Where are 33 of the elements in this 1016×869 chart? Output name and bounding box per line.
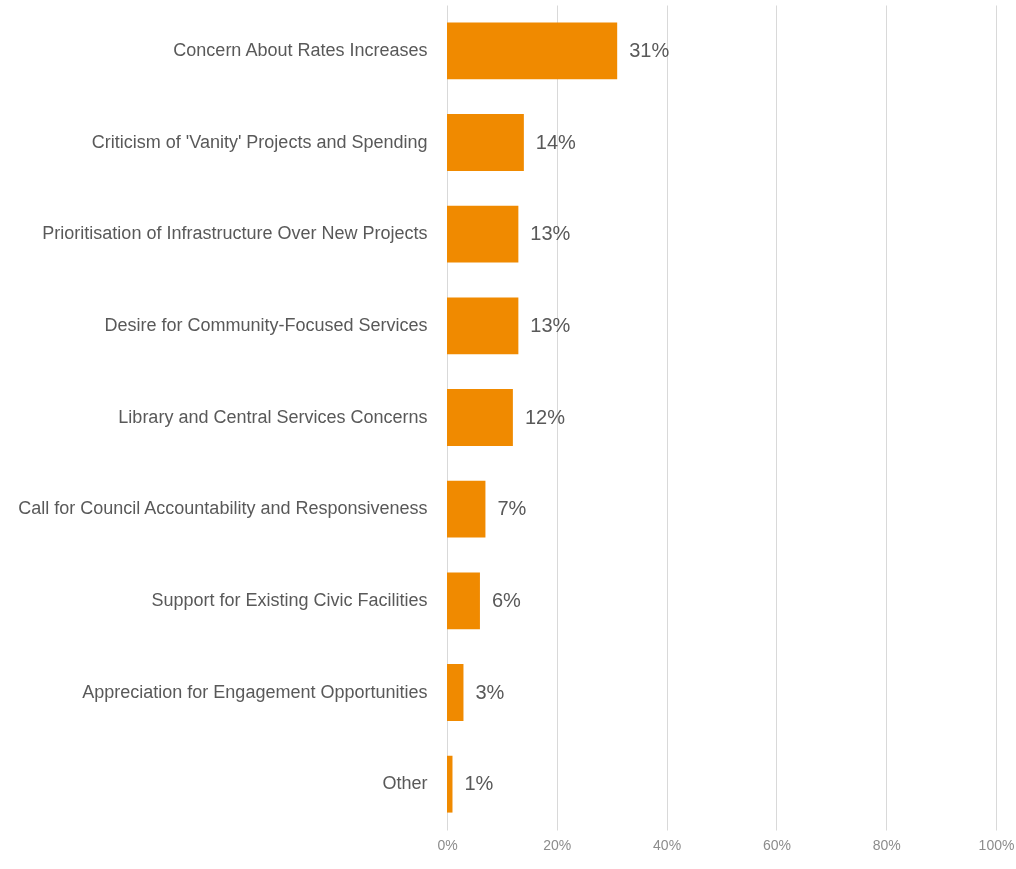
data-label: 13% xyxy=(530,313,571,336)
bar xyxy=(447,297,519,355)
y-tick-label: Library and Central Services Concerns xyxy=(118,406,428,427)
data-label: 13% xyxy=(530,222,571,245)
x-tick-label: 20% xyxy=(543,836,572,853)
x-tick-label: 40% xyxy=(653,836,682,853)
data-label: 7% xyxy=(497,497,527,520)
y-tick-label: Prioritisation of Infrastructure Over New Projects xyxy=(42,223,428,244)
bar xyxy=(447,480,486,538)
x-tick-label: 80% xyxy=(872,836,901,853)
data-label: 6% xyxy=(491,588,522,611)
bar xyxy=(447,114,524,171)
bar xyxy=(447,664,464,721)
bar xyxy=(447,755,453,813)
data-label: 12% xyxy=(524,405,566,428)
data-label: 14% xyxy=(535,130,577,153)
bar xyxy=(447,205,519,263)
x-tick-label: 60% xyxy=(762,836,791,853)
data-label: 1% xyxy=(464,772,494,795)
bar xyxy=(447,389,513,446)
y-tick-label: Criticism of 'Vanity' Projects and Spending xyxy=(91,131,428,152)
x-tick-label: 100% xyxy=(978,836,1015,853)
y-tick-label: Desire for Community-Focused Services xyxy=(104,314,428,335)
y-tick-label: Concern About Rates Increases xyxy=(173,39,428,60)
bar xyxy=(447,572,480,630)
data-label: 3% xyxy=(475,680,505,703)
y-tick-label: Call for Council Accountability and Responsiveness xyxy=(18,498,428,519)
x-tick-label: 0% xyxy=(437,836,458,853)
bar xyxy=(447,22,618,80)
y-tick-label: Appreciation for Engagement Opportunities xyxy=(82,681,428,702)
y-tick-label: Other xyxy=(382,773,428,794)
y-tick-label: Support for Existing Civic Facilities xyxy=(151,589,428,610)
data-label: 31% xyxy=(629,38,670,61)
